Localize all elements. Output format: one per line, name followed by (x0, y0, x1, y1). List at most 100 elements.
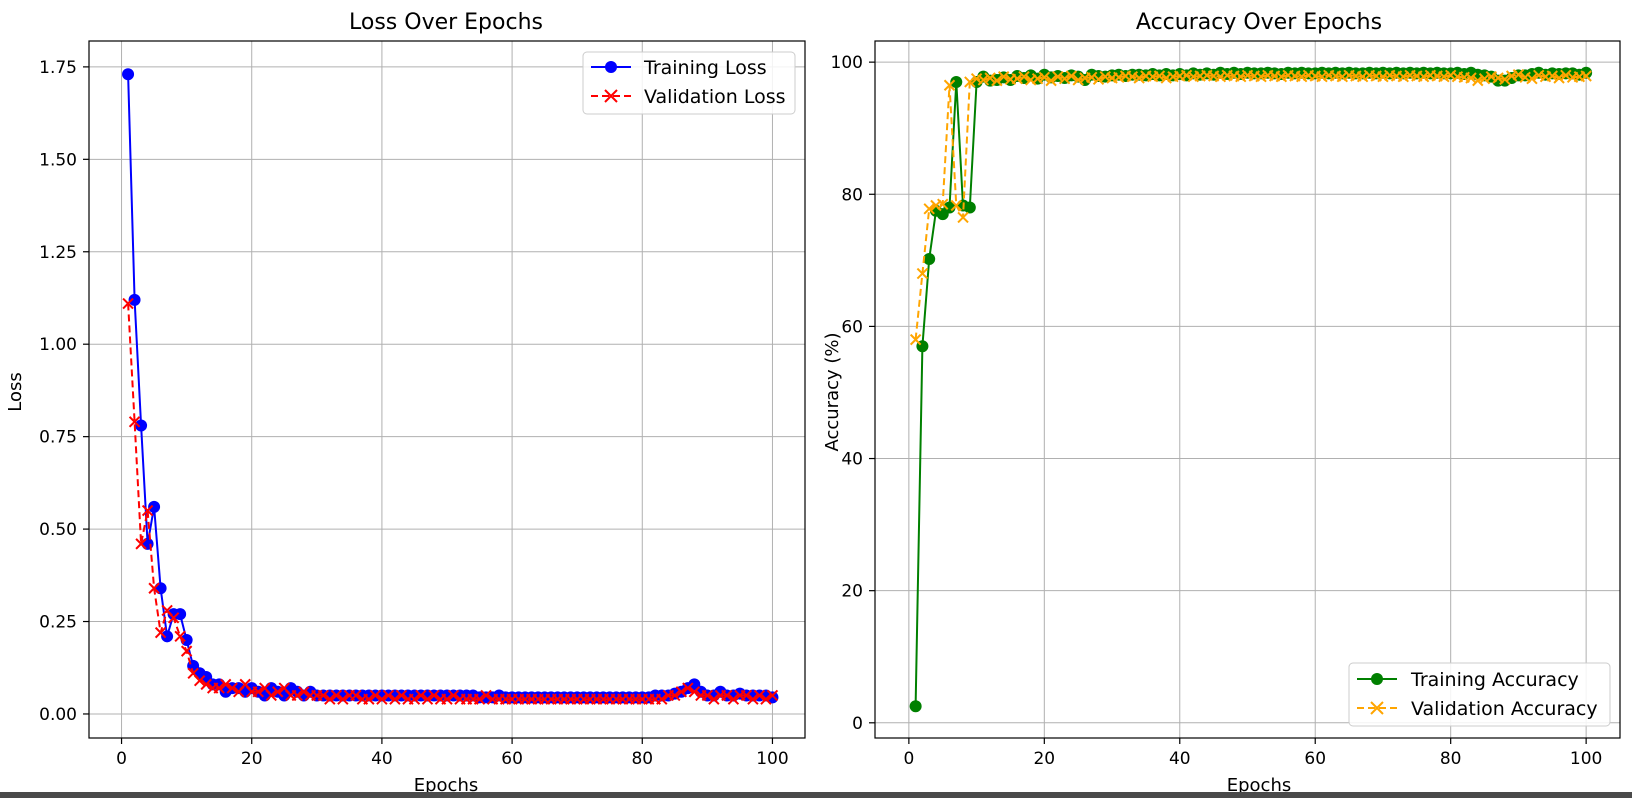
loss-validation-point (174, 630, 186, 643)
loss-validation-point (135, 538, 147, 550)
accuracy-x-tick-label: 60 (1304, 749, 1326, 769)
accuracy-validation-point (1472, 74, 1484, 87)
accuracy-validation-point (937, 198, 949, 210)
accuracy-training-line (914, 71, 1587, 707)
accuracy-training-point (1580, 66, 1593, 79)
window-bottom-border (0, 792, 1632, 798)
accuracy-series-group (909, 66, 1593, 713)
loss-validation-point (272, 686, 284, 698)
accuracy-y-tick-label: 0 (852, 714, 863, 734)
loss-x-tick-label: 0 (116, 749, 127, 769)
loss-legend-marker-validation (604, 89, 618, 103)
loss-validation-line (127, 303, 773, 701)
loss-y-tick-label: 0.50 (39, 520, 77, 540)
loss-validation-point (128, 416, 141, 428)
loss-x-tick-label: 40 (371, 749, 393, 769)
accuracy-validation-point (1526, 72, 1538, 85)
accuracy-validation-point (1553, 72, 1565, 84)
loss-x-axis-label: Epochs (414, 775, 479, 796)
accuracy-validation-point (1153, 70, 1166, 82)
accuracy-gridlines (875, 41, 1620, 738)
accuracy-x-ticks: 0 20 40 60 80 100 (903, 738, 1602, 769)
accuracy-x-tick-label: 100 (1570, 749, 1602, 769)
accuracy-validation-point (1560, 69, 1572, 82)
loss-validation-point (148, 582, 160, 594)
loss-y-tick-label: 0.75 (39, 428, 77, 448)
loss-validation-point (721, 689, 733, 702)
loss-validation-point (727, 693, 740, 705)
accuracy-legend: Training Accuracy Validation Accuracy (1348, 662, 1611, 727)
loss-validation-point (656, 693, 668, 705)
accuracy-y-tick-label: 100 (831, 53, 863, 73)
accuracy-validation-point (1052, 70, 1064, 83)
loss-legend-marker-training (605, 61, 617, 73)
accuracy-training-point (923, 253, 936, 266)
accuracy-validation-point (916, 267, 929, 280)
loss-training-point (148, 500, 161, 513)
accuracy-legend-marker-training (1371, 673, 1383, 685)
loss-validation-point (447, 689, 460, 702)
accuracy-validation-point (1499, 73, 1511, 86)
loss-validation-point (219, 678, 232, 691)
accuracy-y-tick-label: 60 (841, 317, 863, 337)
loss-validation-point (376, 693, 388, 705)
loss-legend-box (582, 51, 796, 115)
loss-y-tick-label: 1.25 (39, 243, 77, 263)
loss-validation-point (122, 297, 134, 310)
loss-validation-point (265, 689, 277, 702)
loss-chart-title: Loss Over Epochs (349, 10, 543, 35)
accuracy-validation-point (1072, 74, 1084, 86)
accuracy-x-tick-label: 0 (903, 749, 914, 769)
accuracy-training-point (909, 700, 922, 713)
accuracy-validation-point (991, 74, 1003, 87)
loss-validation-point (330, 689, 343, 702)
loss-validation-point (193, 674, 206, 687)
accuracy-validation-point (1512, 68, 1525, 81)
loss-training-point (122, 68, 135, 81)
accuracy-validation-point (1092, 73, 1105, 86)
accuracy-y-tick-label: 20 (841, 582, 863, 602)
loss-training-point (174, 608, 187, 621)
loss-training-point (135, 419, 148, 432)
loss-validation-point (298, 686, 310, 698)
accuracy-legend-label-validation: Validation Accuracy (1411, 698, 1598, 720)
accuracy-validation-point (1058, 72, 1071, 85)
loss-chart: Loss Over Epochs 0 20 40 60 80 100 0.000.250.… (5, 10, 806, 796)
loss-training-point (161, 630, 174, 643)
accuracy-chart-title: Accuracy Over Epochs (1136, 10, 1382, 35)
accuracy-training-point (963, 201, 976, 214)
loss-legend: Training Loss Validation Loss (582, 51, 796, 115)
accuracy-chart: Accuracy Over Epochs 0 20 40 60 80 100 0 20 40 6… (822, 10, 1621, 796)
loss-validation-point (421, 693, 434, 705)
accuracy-y-ticks: 0 20 40 60 80 100 (831, 53, 875, 734)
accuracy-validation-point (1018, 70, 1030, 83)
loss-x-tick-label: 20 (241, 749, 263, 769)
accuracy-validation-line (914, 73, 1587, 340)
loss-training-line (127, 74, 773, 699)
loss-validation-point (382, 689, 395, 702)
loss-y-ticks: 0.00 0.25 0.50 0.75 1.00 1.25 1.50 1.75 (39, 58, 89, 725)
loss-validation-point (291, 689, 303, 702)
loss-validation-point (337, 693, 349, 705)
accuracy-validation-point (984, 72, 996, 84)
accuracy-validation-point (1465, 72, 1477, 84)
accuracy-legend-box (1348, 662, 1611, 727)
loss-validation-point (317, 689, 330, 702)
loss-validation-point (708, 693, 720, 705)
loss-validation-point (753, 689, 766, 702)
loss-validation-point (766, 689, 779, 702)
loss-legend-label-validation: Validation Loss (644, 86, 786, 108)
loss-validation-point (415, 689, 427, 702)
loss-validation-point (441, 693, 453, 705)
accuracy-validation-point (1546, 70, 1558, 82)
loss-validation-point (213, 682, 225, 694)
accuracy-validation-point (1065, 70, 1078, 82)
loss-validation-point (389, 693, 401, 705)
accuracy-x-tick-label: 40 (1169, 749, 1191, 769)
loss-y-tick-label: 0.00 (39, 705, 77, 725)
loss-x-tick-label: 60 (501, 749, 523, 769)
loss-x-tick-label: 80 (631, 749, 653, 769)
accuracy-legend-label-training: Training Accuracy (1410, 669, 1579, 691)
accuracy-y-tick-label: 40 (841, 450, 863, 470)
